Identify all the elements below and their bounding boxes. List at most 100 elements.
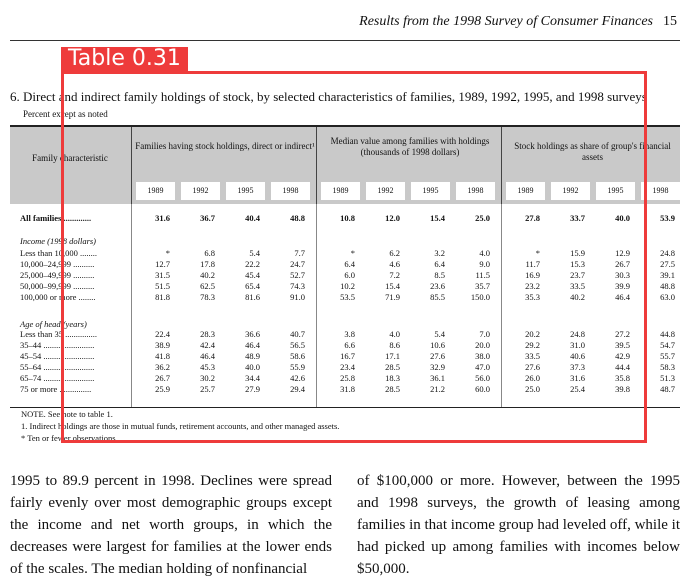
- table-cell: 15.4: [430, 213, 445, 223]
- table-cell: 12.0: [385, 213, 400, 223]
- table-cell: 6.0: [344, 270, 355, 280]
- group-header-2: Median value among families with holding…: [330, 136, 490, 157]
- year-header: 1989: [506, 182, 545, 200]
- table-cell: 44.8: [660, 329, 675, 339]
- table-cell: 26.7: [155, 373, 170, 383]
- table-cell: 8.6: [389, 340, 400, 350]
- group-header-1: Families having stock holdings, direct o…: [135, 141, 315, 151]
- row-label: 65–74 ........................: [20, 373, 95, 383]
- table-cell: 4.0: [389, 329, 400, 339]
- row-label: 100,000 or more ........: [20, 292, 96, 302]
- table-cell: 48.7: [660, 384, 675, 394]
- table-cell: 27.6: [430, 351, 445, 361]
- table-cell: 23.7: [570, 270, 585, 280]
- table-cell: 40.0: [245, 362, 260, 372]
- table-cell: 39.9: [615, 281, 630, 291]
- table-cell: 36.2: [155, 362, 170, 372]
- table-row: 10,000–24,999 .......... 12.7 17.8 22.2 24.7…: [10, 259, 680, 270]
- table-cell: 15.3: [570, 259, 585, 269]
- table-cell: 17.1: [385, 351, 400, 361]
- table-cell: 36.6: [245, 329, 260, 339]
- table-cell: 9.0: [479, 259, 490, 269]
- year-header: 1995: [596, 182, 635, 200]
- table-cell: 25.0: [475, 213, 490, 223]
- table-cell: 55.9: [290, 362, 305, 372]
- table-cell: 63.0: [660, 292, 675, 302]
- table-cell: 40.7: [290, 329, 305, 339]
- table-cell: 40.2: [200, 270, 215, 280]
- table-cell: 6.2: [389, 248, 400, 258]
- table-cell: 21.2: [430, 384, 445, 394]
- table-cell: 31.6: [155, 213, 170, 223]
- table-cell: 22.2: [245, 259, 260, 269]
- table-cell: 48.8: [290, 213, 305, 223]
- table-cell: 47.0: [475, 362, 490, 372]
- table-row: 55–64 ........................ 36.2 45.3 40…: [10, 362, 680, 373]
- table-cell: 18.3: [385, 373, 400, 383]
- year-header: 1989: [136, 182, 175, 200]
- table-cell: 48.8: [660, 281, 675, 291]
- group-header-3: Stock holdings as share of group's finan…: [514, 141, 671, 162]
- income-section-label: Income (1998 dollars): [20, 236, 97, 246]
- table-cell: 27.8: [525, 213, 540, 223]
- table-cell: 7.7: [294, 248, 305, 258]
- table-cell: 40.2: [570, 292, 585, 302]
- body-right-column: of $100,000 or more. However, between th…: [357, 473, 680, 577]
- table-cell: 46.4: [245, 340, 260, 350]
- table-cell: 27.2: [615, 329, 630, 339]
- age-section-label: Age of head (years): [20, 319, 87, 329]
- table-cell: 27.9: [245, 384, 260, 394]
- table-cell: 15.9: [570, 248, 585, 258]
- table-cell: 6.8: [204, 248, 215, 258]
- table-cell: 33.5: [525, 351, 540, 361]
- table-cell: 5.4: [434, 329, 445, 339]
- table-cell: 91.0: [290, 292, 305, 302]
- table-cell: 26.7: [615, 259, 630, 269]
- table-row: 45–54 ........................ 41.8 46.4 48…: [10, 351, 680, 362]
- table-row: 25,000–49,999 .......... 31.5 40.2 45.4 52.7…: [10, 270, 680, 281]
- table-cell: 78.3: [200, 292, 215, 302]
- table-cell: 29.4: [290, 384, 305, 394]
- row-label: 35–44 ........................: [20, 340, 95, 350]
- table-cell: 12.7: [155, 259, 170, 269]
- stub-header: Family characteristic: [32, 153, 108, 163]
- year-header: 1998: [641, 182, 680, 200]
- table-cell: 5.4: [249, 248, 260, 258]
- table-cell: 41.8: [155, 351, 170, 361]
- table-cell: 23.6: [430, 281, 445, 291]
- table-cell: 31.0: [570, 340, 585, 350]
- table-cell: 10.2: [340, 281, 355, 291]
- note-line: * Ten or fewer observations.: [21, 433, 118, 443]
- row-label: 25,000–49,999 ..........: [20, 270, 95, 280]
- table-cell: 6.4: [344, 259, 355, 269]
- table-cell: 46.4: [200, 351, 215, 361]
- year-header: 1995: [226, 182, 265, 200]
- year-header: 1998: [271, 182, 310, 200]
- table-cell: 23.2: [525, 281, 540, 291]
- table-row: 65–74 ........................ 26.7 30.2 34…: [10, 373, 680, 384]
- table-cell: 11.5: [475, 270, 490, 280]
- table-cell: 54.7: [660, 340, 675, 350]
- table-cell: 52.7: [290, 270, 305, 280]
- table-cell: 42.9: [615, 351, 630, 361]
- table-row: 35–44 ........................ 38.9 42.4 46…: [10, 340, 680, 351]
- table-row: 50,000–99,999 .......... 51.5 62.5 65.4 74.3…: [10, 281, 680, 292]
- table-cell: 25.0: [525, 384, 540, 394]
- table-cell: 34.4: [245, 373, 260, 383]
- stub-divider-body: [131, 204, 132, 407]
- detection-label: Table 0.31: [61, 47, 188, 71]
- table-cell: 23.4: [340, 362, 355, 372]
- table-cell: 40.6: [570, 351, 585, 361]
- table-cell: 31.5: [155, 270, 170, 280]
- table-cell: 10.8: [340, 213, 355, 223]
- row-label: Less than 35 ...............: [20, 329, 97, 339]
- table-cell: 28.3: [200, 329, 215, 339]
- table-cell: 85.5: [430, 292, 445, 302]
- table-cell: 4.6: [389, 259, 400, 269]
- table-cell: 40.4: [245, 213, 260, 223]
- page-number: 15: [663, 14, 677, 29]
- group-divider-1: [316, 127, 317, 204]
- table-cell: 22.4: [155, 329, 170, 339]
- table-cell: 27.5: [660, 259, 675, 269]
- data-table: Family characteristic Families having st…: [10, 125, 680, 408]
